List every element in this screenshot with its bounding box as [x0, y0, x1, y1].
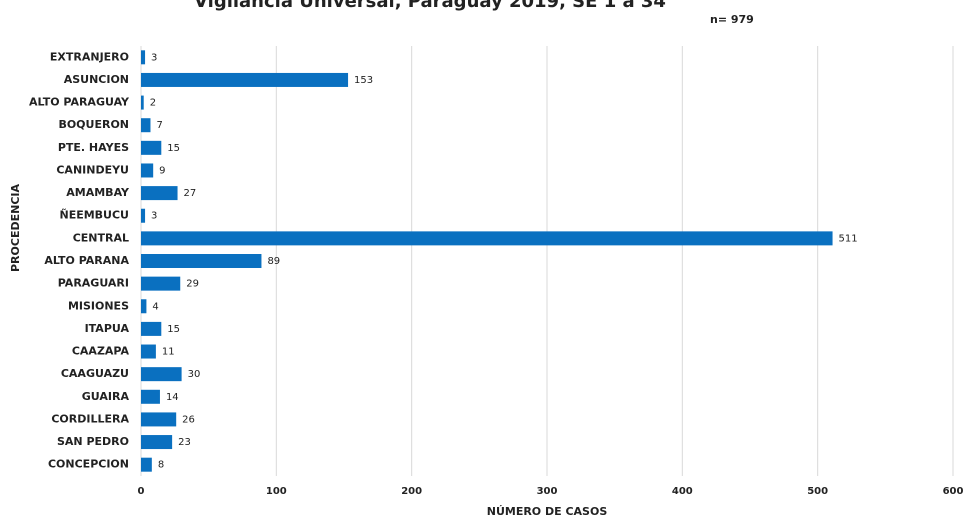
bar [141, 163, 154, 178]
value-label: 11 [162, 347, 175, 358]
value-label: 511 [839, 233, 858, 244]
bar [141, 140, 162, 155]
bar [141, 299, 147, 314]
y-tick-label: AMAMBAY [66, 186, 130, 199]
value-label: 15 [167, 143, 180, 154]
y-tick-label: ITAPUA [85, 322, 130, 335]
value-label: 30 [188, 369, 201, 380]
x-tick-label: 400 [672, 486, 693, 497]
x-tick-label: 600 [943, 486, 963, 497]
bar [141, 50, 146, 65]
y-tick-label: ALTO PARAGUAY [29, 96, 130, 109]
y-tick-label: SAN PEDRO [57, 435, 129, 448]
y-tick-label: CONCEPCION [48, 458, 129, 471]
y-tick-label: CAAGUAZU [61, 367, 129, 380]
y-tick-label: ALTO PARANA [44, 254, 129, 267]
y-axis-label: PROCEDENCIA [9, 184, 22, 272]
y-tick-label: ASUNCION [64, 73, 129, 86]
value-label: 23 [178, 437, 191, 448]
x-axis-label: NÚMERO DE CASOS [487, 505, 608, 518]
bar [141, 72, 349, 87]
annotation: n= 979 [710, 13, 754, 26]
x-tick-label: 300 [537, 486, 558, 497]
bar [141, 412, 177, 427]
value-label: 7 [156, 120, 162, 131]
bar [141, 389, 160, 404]
bar [141, 254, 262, 268]
value-label: 4 [152, 301, 158, 312]
y-tick-label: CAAZAPA [72, 345, 130, 358]
bar [141, 435, 173, 450]
x-tick-label: 100 [266, 486, 287, 497]
value-label: 2 [150, 98, 156, 109]
y-tick-label: CENTRAL [73, 231, 129, 244]
value-label: 27 [184, 188, 197, 199]
y-tick-label: PARAGUARI [58, 277, 129, 290]
y-tick-label: MISIONES [68, 299, 129, 312]
y-tick-label: ÑEEMBUCU [59, 209, 129, 222]
y-tick-label: BOQUERON [58, 118, 129, 131]
bar [141, 321, 162, 336]
bar [141, 186, 178, 201]
x-tick-label: 200 [401, 486, 422, 497]
bar [141, 344, 156, 359]
value-label: 14 [166, 392, 179, 403]
x-tick-label: 0 [138, 486, 145, 497]
bar [141, 457, 152, 472]
value-label: 8 [158, 460, 164, 471]
y-tick-label: GUAIRA [82, 390, 130, 403]
bar [141, 276, 181, 291]
bar [141, 95, 144, 110]
value-label: 15 [167, 324, 180, 335]
bar [141, 367, 182, 382]
value-label: 89 [267, 256, 280, 267]
y-tick-label: EXTRANJERO [50, 50, 129, 63]
bar [141, 231, 833, 246]
x-tick-label: 500 [807, 486, 828, 497]
value-label: 26 [182, 414, 195, 425]
y-tick-label: PTE. HAYES [58, 141, 129, 154]
bar [141, 208, 146, 223]
bar [141, 118, 151, 133]
y-tick-label: CORDILLERA [51, 412, 129, 425]
y-tick-label: CANINDEYU [56, 163, 129, 176]
value-label: 3 [151, 52, 157, 63]
value-label: 29 [186, 279, 199, 290]
value-label: 3 [151, 211, 157, 222]
value-label: 153 [354, 75, 373, 86]
chart-title: Vigilancia Universal, Paraguay 2019, SE … [194, 0, 666, 12]
value-label: 9 [159, 165, 165, 176]
